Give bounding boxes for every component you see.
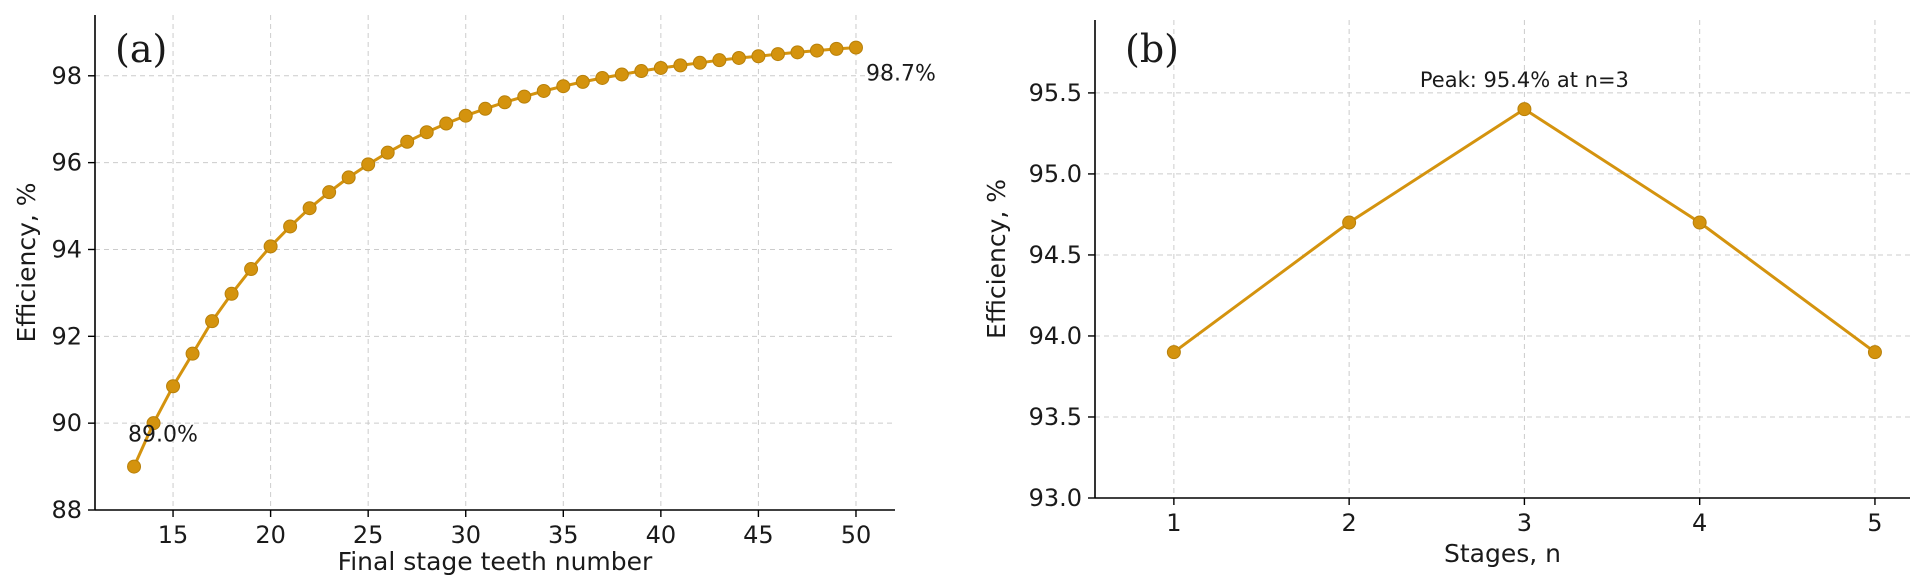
data-point xyxy=(224,286,239,301)
data-point xyxy=(1692,215,1707,230)
data-point xyxy=(556,79,571,94)
x-tick-label: 40 xyxy=(646,521,677,549)
x-tick-label: 2 xyxy=(1341,509,1356,537)
x-tick-label: 25 xyxy=(353,521,384,549)
data-point xyxy=(614,67,629,82)
data-point xyxy=(829,41,844,56)
y-tick-label: 96 xyxy=(51,149,82,177)
x-tick-label: 30 xyxy=(450,521,481,549)
data-point xyxy=(809,43,824,58)
y-tick-label: 94.0 xyxy=(1029,322,1082,350)
x-tick-label: 15 xyxy=(158,521,189,549)
panel-b-axes xyxy=(1094,20,1910,499)
annotation-label: 98.7% xyxy=(866,62,936,87)
y-tick-label: 93.5 xyxy=(1029,403,1082,431)
data-point xyxy=(1166,345,1181,360)
data-point xyxy=(341,170,356,185)
data-point xyxy=(575,74,590,89)
data-point xyxy=(595,70,610,85)
panel-a-grid xyxy=(95,15,895,511)
data-point xyxy=(1342,215,1357,230)
data-point xyxy=(361,157,376,172)
data-point xyxy=(731,50,746,65)
data-point xyxy=(400,134,415,149)
y-tick-label: 95.5 xyxy=(1029,79,1082,107)
data-point xyxy=(322,185,337,200)
x-tick-label: 35 xyxy=(548,521,579,549)
panel-b-annotations: Peak: 95.4% at n=3 xyxy=(1420,68,1629,92)
x-tick-label: 45 xyxy=(743,521,774,549)
data-point xyxy=(770,47,785,62)
x-tick-label: 20 xyxy=(255,521,286,549)
y-tick-label: 95.0 xyxy=(1029,160,1082,188)
data-point xyxy=(692,55,707,70)
data-point xyxy=(146,416,161,431)
data-point xyxy=(673,58,688,73)
panel-a-axes xyxy=(94,15,895,511)
panel-a-y-ticks: 88 90 92 94 96 98 xyxy=(51,62,95,524)
data-point xyxy=(185,346,200,361)
data-point xyxy=(244,262,259,277)
data-point xyxy=(283,219,298,234)
panel-b-y-ticks: 93.0 93.5 94.0 94.5 95.0 95.5 xyxy=(1029,79,1095,512)
panel-a-series-line xyxy=(132,46,857,468)
x-tick-label: 50 xyxy=(841,521,872,549)
annotation-label: Peak: 95.4% at n=3 xyxy=(1420,68,1629,92)
data-point xyxy=(1517,102,1532,117)
data-point xyxy=(517,89,532,104)
data-point xyxy=(848,40,863,55)
data-point xyxy=(712,53,727,68)
data-point xyxy=(478,101,493,116)
y-tick-label: 98 xyxy=(51,62,82,90)
data-point xyxy=(419,125,434,140)
panel-b-x-ticks: 1 2 3 4 5 xyxy=(1166,498,1883,537)
y-tick-label: 94 xyxy=(51,235,82,263)
panel-a-points xyxy=(127,40,863,474)
y-tick-label: 90 xyxy=(51,409,82,437)
data-point xyxy=(263,239,278,254)
data-point xyxy=(205,314,220,329)
panel-a-x-label: Final stage teeth number xyxy=(338,547,653,576)
data-point xyxy=(1867,345,1882,360)
data-point xyxy=(634,64,649,79)
data-point xyxy=(536,83,551,98)
panel-b-label: (b) xyxy=(1125,27,1179,71)
panel-a-y-label: Efficiency, % xyxy=(12,182,41,342)
data-point xyxy=(166,379,181,394)
panel-a: 15 20 25 30 35 40 45 50 88 90 92 94 96 98 89.0% 98.7%… xyxy=(12,15,936,576)
x-tick-label: 5 xyxy=(1867,509,1882,537)
panel-a-annotations: 89.0% 98.7% xyxy=(128,62,936,448)
panel-b-points xyxy=(1166,102,1882,360)
annotation-label: 89.0% xyxy=(128,423,198,448)
data-point xyxy=(302,201,317,216)
y-tick-label: 94.5 xyxy=(1029,241,1082,269)
x-tick-label: 1 xyxy=(1166,509,1181,537)
panel-b-y-label: Efficiency, % xyxy=(982,179,1011,339)
data-point xyxy=(790,45,805,60)
data-point xyxy=(653,60,668,75)
data-point xyxy=(497,95,512,110)
panel-b: 1 2 3 4 5 93.0 93.5 94.0 94.5 95.0 95.5 Peak: 95.… xyxy=(982,20,1910,568)
y-tick-label: 92 xyxy=(51,322,82,350)
data-point xyxy=(751,49,766,64)
data-point xyxy=(439,116,454,131)
data-point xyxy=(458,108,473,123)
panel-a-label: (a) xyxy=(115,27,167,71)
panel-b-x-label: Stages, n xyxy=(1444,539,1561,568)
x-tick-label: 3 xyxy=(1517,509,1532,537)
y-tick-label: 93.0 xyxy=(1029,484,1082,512)
data-point xyxy=(380,145,395,160)
panel-a-x-ticks: 15 20 25 30 35 40 45 50 xyxy=(158,510,871,549)
data-point xyxy=(127,459,142,474)
x-tick-label: 4 xyxy=(1692,509,1707,537)
y-tick-label: 88 xyxy=(51,496,82,524)
